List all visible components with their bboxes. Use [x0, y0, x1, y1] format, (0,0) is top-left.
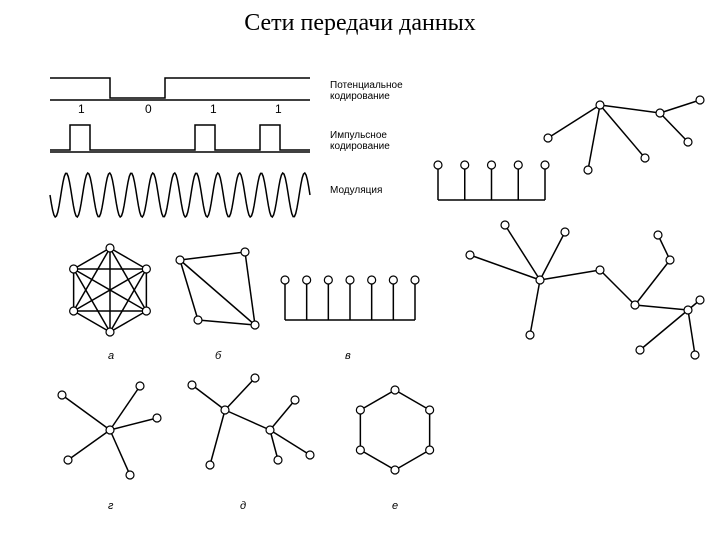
- svg-text:0: 0: [145, 102, 152, 116]
- svg-text:1: 1: [78, 102, 85, 116]
- caption-d: д: [240, 500, 246, 512]
- caption-a: а: [108, 350, 114, 362]
- label-modulation: Модуляция: [330, 185, 382, 196]
- svg-text:1: 1: [275, 102, 282, 116]
- svg-text:1: 1: [210, 102, 217, 116]
- caption-b: б: [215, 350, 221, 362]
- caption-g: г: [108, 500, 113, 512]
- caption-v: в: [345, 350, 351, 362]
- label-pulse: Импульсное кодирование: [330, 130, 390, 152]
- caption-e: е: [392, 500, 398, 512]
- label-potential: Потенциальное кодирование: [330, 80, 403, 102]
